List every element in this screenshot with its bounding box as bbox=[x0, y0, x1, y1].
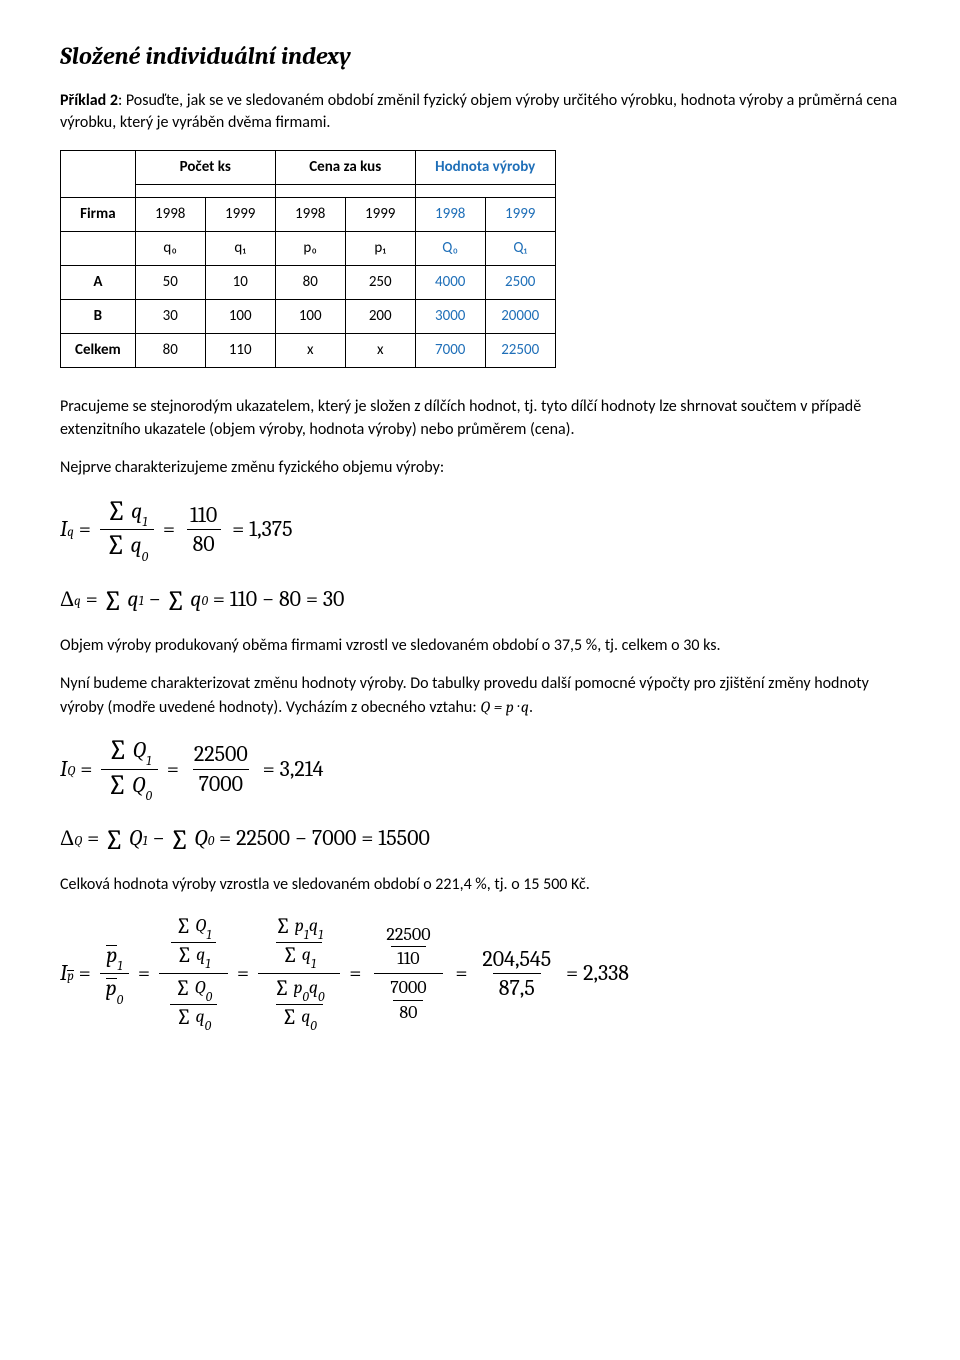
table-row: Firma 1998 1999 1998 1999 1998 1999 bbox=[61, 198, 556, 232]
intro-paragraph: Příklad 2: Posuďte, jak se ve sledovaném… bbox=[60, 90, 900, 135]
page-title: Složené individuální indexy bbox=[60, 40, 900, 74]
table-row: Počet ks Cena za kus Hodnota výroby bbox=[61, 151, 556, 185]
paragraph: Celková hodnota výroby vzrostla ve sledo… bbox=[60, 874, 900, 896]
formula-iq: Iq = ∑ q1 ∑ q0 = 110 80 = 1,375 bbox=[60, 496, 900, 564]
paragraph: Pracujeme se stejnorodým ukazatelem, kte… bbox=[60, 396, 900, 441]
example-label: Příklad 2 bbox=[60, 91, 118, 110]
paragraph: Objem výroby produkovaný oběma firmami v… bbox=[60, 635, 900, 657]
table-row: Celkem 80 110 x x 7000 22500 bbox=[61, 334, 556, 368]
formula-ip-bar: Ip = p1 p0 = ∑ Q1 ∑ q1 ∑ Q0 ∑ q0 = bbox=[60, 912, 900, 1035]
table-row bbox=[61, 185, 556, 198]
table-row: q₀ q₁ p₀ p₁ Q₀ Q₁ bbox=[61, 232, 556, 266]
data-table: Počet ks Cena za kus Hodnota výroby Firm… bbox=[60, 150, 556, 368]
formula-iq-capital: IQ = ∑ Q1 ∑ Q0 = 22500 7000 = 3,214 bbox=[60, 735, 900, 803]
formula-delta-q-capital: ΔQ = ∑ Q1 − ∑ Q0 = 22500 − 7000 = 15500 bbox=[60, 823, 900, 854]
paragraph: Nejprve charakterizujeme změnu fyzického… bbox=[60, 457, 900, 479]
intro-text: : Posuďte, jak se ve sledovaném období z… bbox=[60, 91, 897, 132]
formula-delta-q: Δq = ∑ q1 − ∑ q0 = 110 − 80 = 30 bbox=[60, 584, 900, 615]
paragraph: Nyní budeme charakterizovat změnu hodnot… bbox=[60, 673, 900, 719]
table-row: A 50 10 80 250 4000 2500 bbox=[61, 266, 556, 300]
table-row: B 30 100 100 200 3000 20000 bbox=[61, 300, 556, 334]
